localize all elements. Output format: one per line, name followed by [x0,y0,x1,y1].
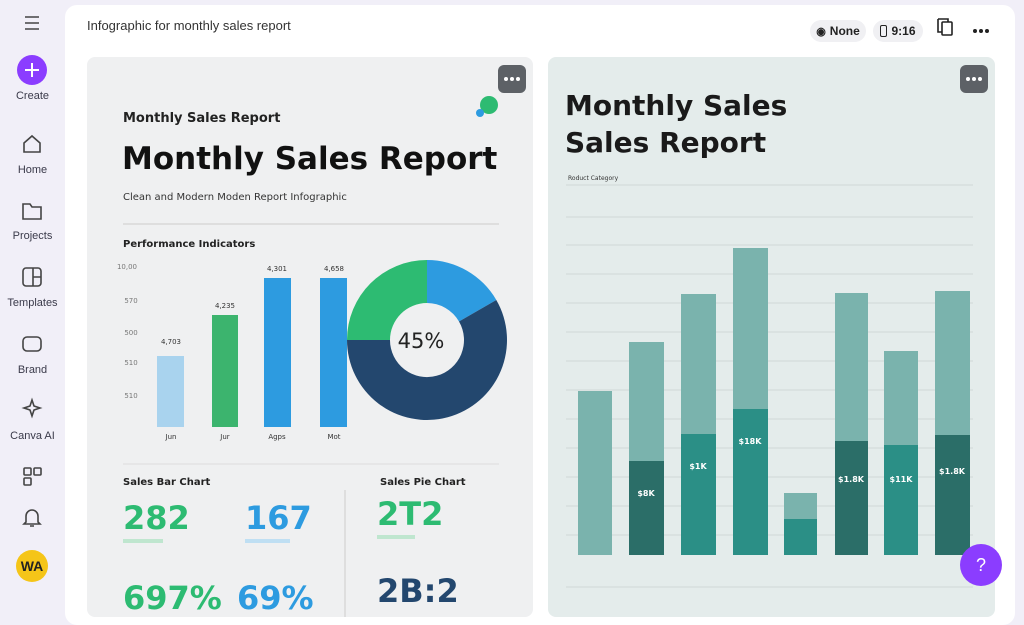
nav-label[interactable]: Home [17,164,48,176]
stat: 2B:2 [377,572,459,610]
avatar[interactable] [16,550,48,582]
section: Performance Indicators [123,239,255,250]
card-menu[interactable] [498,65,526,93]
heading: Sales Pie Chart [380,477,466,488]
title-line: Sales Report [565,126,766,159]
stat: 167 [245,499,312,537]
category: Roduct Category [568,175,619,182]
bar [320,278,347,427]
card-menu[interactable] [960,65,988,93]
month: Mot [327,433,340,441]
donut-segment [347,260,427,340]
sidebar: WA Create Home Projects Templates Brand … [0,0,65,603]
month: Jun [165,433,177,441]
bar-label: $8K [637,489,655,498]
ratio[interactable]: 9:16 [873,20,923,42]
ai-icon[interactable] [21,397,43,419]
ratio-label: 9:16 [891,24,916,38]
bar [264,278,291,427]
nav-label[interactable]: Brand [17,364,48,376]
nav-label[interactable]: Canva AI [10,430,55,442]
donut-segment [347,300,507,420]
subtitle: Clean and Modern Moden Report Infographi… [123,192,347,203]
month: Jur [219,433,230,441]
sidebar-icons: WA [16,16,48,582]
heading: Sales Bar Chart [123,477,211,488]
axis-label: 500 [124,329,137,337]
avatar-initials: WA [21,558,44,574]
nav-label[interactable]: Create [15,90,50,102]
color-profile[interactable]: ◉ None [810,20,866,42]
brand-icon[interactable] [22,336,42,352]
nav-label[interactable]: Projects [12,230,53,242]
stat: 69% [237,579,314,617]
bar-label: 4,301 [267,265,287,273]
bar-label: 4,703 [161,338,181,346]
apps-icon[interactable] [23,467,32,476]
stat: 282 [123,499,190,537]
kicker: Monthly Sales Report [123,111,280,126]
nav-label[interactable]: Templates [7,297,58,309]
stat: 697% [123,579,222,617]
bar-label: 4,658 [324,265,344,273]
month: Agps [268,433,286,441]
design-card[interactable]: Monthly Sales Report Monthly Sales Repor… [87,57,533,617]
bar-label: $18K [739,437,763,446]
bar [157,356,184,427]
bar-label: 4,235 [215,302,235,310]
donut-label: 45% [398,329,445,353]
header-actions [937,18,989,36]
bars-dark [629,409,970,555]
copy-icon[interactable] [937,18,953,36]
donut-segment [427,260,497,322]
color-profile-label: None [829,24,860,38]
bar-label: $1.8K [939,467,966,476]
bars-light [578,248,970,555]
title: Monthly Sales Report [122,141,498,177]
more-icon[interactable] [973,29,989,33]
bar-label: $1.8K [838,475,865,484]
projects-icon[interactable] [22,203,42,220]
infographic: Monthly Sales Sales Report Roduct Catego… [565,89,973,588]
axis-label: 510 [124,392,137,400]
bar-label: $1K [689,462,707,471]
bar-label: $11K [890,475,914,484]
bar [212,315,238,427]
home-icon[interactable] [23,134,41,153]
stat: 2T2 [377,495,443,533]
axis-label: 510 [124,359,137,367]
design-card[interactable]: Monthly Sales Sales Report Roduct Catego… [548,57,995,617]
bell-icon[interactable] [22,509,42,527]
help-button[interactable]: ? [960,544,1002,586]
axis-label: 10,00 [117,263,137,271]
axis-label: 570 [124,297,137,305]
design-title: Infographic for monthly sales report [87,18,291,33]
infographic: Monthly Sales Report Monthly Sales Repor… [117,96,507,617]
menu-icon[interactable] [25,16,39,30]
title-line: Monthly Sales [565,89,787,122]
